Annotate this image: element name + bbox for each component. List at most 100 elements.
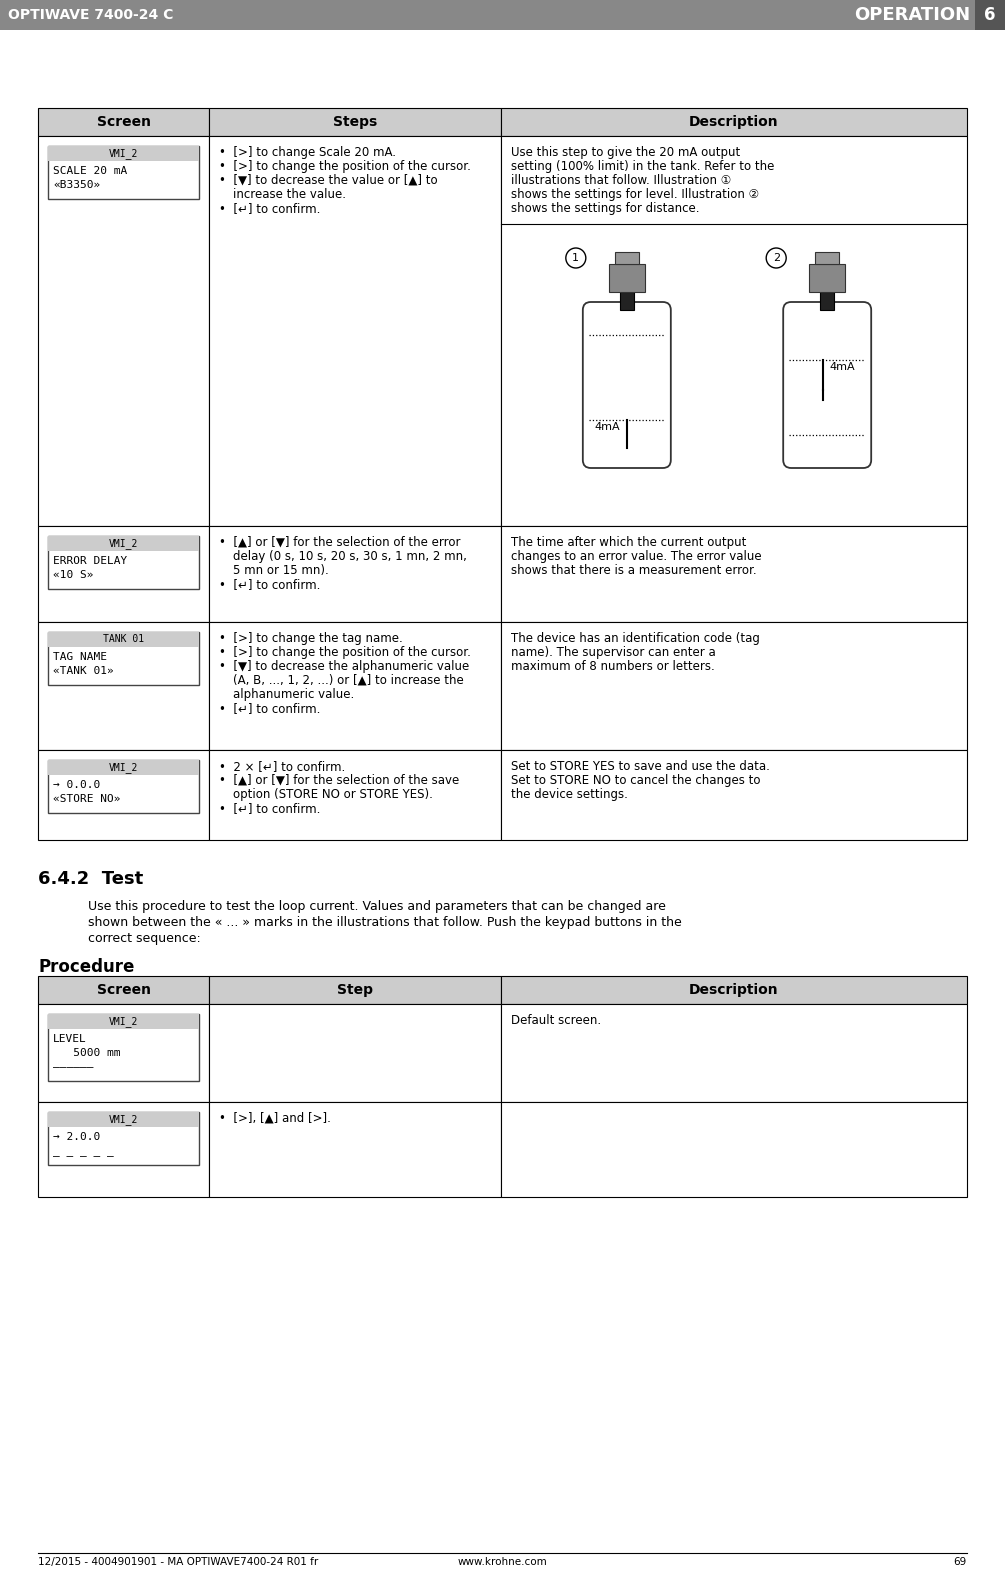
- Text: shown between the « ... » marks in the illustrations that follow. Push the keypa: shown between the « ... » marks in the i…: [88, 916, 681, 929]
- Text: Set to STORE NO to cancel the changes to: Set to STORE NO to cancel the changes to: [511, 773, 761, 788]
- Text: VMI_2: VMI_2: [109, 1017, 138, 1026]
- Text: •  2 × [↵] to confirm.: • 2 × [↵] to confirm.: [219, 760, 346, 773]
- Text: Use this procedure to test the loop current. Values and parameters that can be c: Use this procedure to test the loop curr…: [88, 901, 666, 913]
- Bar: [48, 1112, 199, 1165]
- Text: increase the value.: increase the value.: [233, 188, 346, 200]
- Text: ——————: ——————: [53, 1063, 93, 1072]
- Text: «STORE NO»: «STORE NO»: [53, 794, 121, 803]
- Bar: [48, 146, 199, 161]
- Text: •  [>] to change the position of the cursor.: • [>] to change the position of the curs…: [219, 646, 471, 659]
- Text: «B3350»: «B3350»: [53, 180, 100, 189]
- Text: The device has an identification code (tag: The device has an identification code (t…: [511, 632, 760, 644]
- Bar: [501, 135, 967, 527]
- Text: 69: 69: [954, 1558, 967, 1567]
- Bar: [209, 108, 501, 135]
- Text: Use this step to give the 20 mA output: Use this step to give the 20 mA output: [511, 146, 741, 159]
- Text: OPERATION: OPERATION: [854, 6, 970, 24]
- Text: •  [>] to change the position of the cursor.: • [>] to change the position of the curs…: [219, 161, 471, 173]
- Bar: [38, 622, 209, 749]
- Bar: [48, 1112, 199, 1126]
- Bar: [48, 760, 199, 813]
- Text: 5 mn or 15 mn).: 5 mn or 15 mn).: [233, 563, 329, 578]
- Bar: [48, 146, 199, 199]
- Bar: [501, 622, 967, 749]
- Bar: [609, 264, 645, 293]
- Bar: [38, 1103, 209, 1196]
- Bar: [815, 251, 839, 264]
- Bar: [209, 622, 501, 749]
- Text: 2: 2: [773, 253, 780, 263]
- Bar: [38, 108, 209, 135]
- Bar: [209, 527, 501, 622]
- Text: 5000 mm: 5000 mm: [53, 1048, 121, 1058]
- Bar: [48, 536, 199, 550]
- Bar: [501, 1103, 967, 1196]
- Bar: [38, 527, 209, 622]
- Text: illustrations that follow. Illustration ①: illustrations that follow. Illustration …: [511, 173, 732, 188]
- Bar: [48, 1013, 199, 1029]
- Text: shows the settings for level. Illustration ②: shows the settings for level. Illustrati…: [511, 188, 759, 200]
- Text: shows that there is a measurement error.: shows that there is a measurement error.: [511, 563, 757, 578]
- Bar: [48, 536, 199, 589]
- Text: •  [>], [▲] and [>].: • [>], [▲] and [>].: [219, 1112, 331, 1125]
- Text: •  [▼] to decrease the value or [▲] to: • [▼] to decrease the value or [▲] to: [219, 173, 437, 188]
- Text: maximum of 8 numbers or letters.: maximum of 8 numbers or letters.: [511, 660, 715, 673]
- Text: •  [▲] or [▼] for the selection of the error: • [▲] or [▼] for the selection of the er…: [219, 536, 460, 549]
- Bar: [615, 251, 639, 264]
- Text: •  [↵] to confirm.: • [↵] to confirm.: [219, 578, 321, 590]
- Text: _ _ _ _ _: _ _ _ _ _: [53, 1146, 114, 1157]
- Text: TANK 01: TANK 01: [103, 635, 144, 644]
- Bar: [501, 749, 967, 840]
- Text: Set to STORE YES to save and use the data.: Set to STORE YES to save and use the dat…: [511, 760, 770, 773]
- Bar: [209, 1004, 501, 1103]
- Text: •  [>] to change the tag name.: • [>] to change the tag name.: [219, 632, 403, 644]
- Text: SCALE 20 mA: SCALE 20 mA: [53, 165, 128, 177]
- Text: option (STORE NO or STORE YES).: option (STORE NO or STORE YES).: [233, 788, 433, 800]
- Circle shape: [566, 248, 586, 267]
- Text: Description: Description: [689, 115, 779, 129]
- Bar: [38, 749, 209, 840]
- Text: alphanumeric value.: alphanumeric value.: [233, 687, 354, 702]
- Bar: [38, 135, 209, 527]
- Text: 4mA: 4mA: [829, 363, 855, 372]
- Text: 6: 6: [984, 6, 996, 24]
- Text: 12/2015 - 4004901901 - MA OPTIWAVE7400-24 R01 fr: 12/2015 - 4004901901 - MA OPTIWAVE7400-2…: [38, 1558, 319, 1567]
- Text: •  [↵] to confirm.: • [↵] to confirm.: [219, 802, 321, 815]
- Text: •  [↵] to confirm.: • [↵] to confirm.: [219, 702, 321, 714]
- Bar: [620, 293, 634, 310]
- Text: Step: Step: [337, 983, 373, 998]
- Text: (A, B, ..., 1, 2, ...) or [▲] to increase the: (A, B, ..., 1, 2, ...) or [▲] to increas…: [233, 675, 463, 687]
- Text: Screen: Screen: [96, 983, 151, 998]
- Text: TAG NAME: TAG NAME: [53, 652, 107, 662]
- Bar: [48, 632, 199, 686]
- Text: ERROR DELAY: ERROR DELAY: [53, 555, 128, 566]
- Text: •  [▲] or [▼] for the selection of the save: • [▲] or [▼] for the selection of the sa…: [219, 773, 459, 788]
- Text: setting (100% limit) in the tank. Refer to the: setting (100% limit) in the tank. Refer …: [511, 161, 775, 173]
- Text: VMI_2: VMI_2: [109, 148, 138, 159]
- Text: Procedure: Procedure: [38, 958, 135, 975]
- Bar: [209, 135, 501, 527]
- Text: delay (0 s, 10 s, 20 s, 30 s, 1 mn, 2 mn,: delay (0 s, 10 s, 20 s, 30 s, 1 mn, 2 mn…: [233, 550, 467, 563]
- FancyBboxPatch shape: [583, 302, 670, 468]
- Text: correct sequence:: correct sequence:: [88, 932, 201, 945]
- Bar: [38, 975, 209, 1004]
- Bar: [209, 1103, 501, 1196]
- Text: Steps: Steps: [333, 115, 377, 129]
- Text: 6.4.2  Test: 6.4.2 Test: [38, 870, 144, 888]
- Text: 1: 1: [572, 253, 579, 263]
- Bar: [975, 0, 1005, 30]
- Text: VMI_2: VMI_2: [109, 762, 138, 773]
- Bar: [209, 749, 501, 840]
- Text: VMI_2: VMI_2: [109, 538, 138, 549]
- Text: •  [▼] to decrease the alphanumeric value: • [▼] to decrease the alphanumeric value: [219, 660, 469, 673]
- Bar: [48, 760, 199, 775]
- FancyBboxPatch shape: [783, 302, 871, 468]
- Text: •  [>] to change Scale 20 mA.: • [>] to change Scale 20 mA.: [219, 146, 396, 159]
- Text: OPTIWAVE 7400-24 C: OPTIWAVE 7400-24 C: [8, 8, 174, 22]
- Bar: [48, 632, 199, 648]
- Text: «TANK 01»: «TANK 01»: [53, 667, 114, 676]
- Text: → 0.0.0: → 0.0.0: [53, 780, 100, 791]
- Bar: [820, 293, 834, 310]
- Bar: [209, 975, 501, 1004]
- Text: the device settings.: the device settings.: [511, 788, 628, 800]
